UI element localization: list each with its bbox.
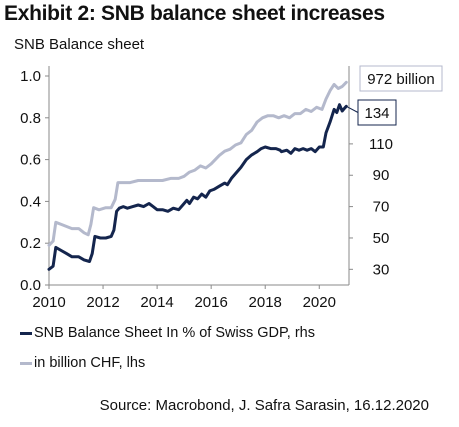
chart-title: SNB Balance sheet	[14, 36, 145, 53]
chart-series	[47, 80, 348, 271]
y-right-tick-label: 30	[373, 261, 390, 278]
legend-swatch-navy	[20, 331, 32, 335]
y-left-tick-label: 0.0	[20, 277, 41, 294]
legend-entry-chf: in billion CHF, lhs	[20, 355, 145, 371]
callout-label-chf: 972 billion	[367, 71, 435, 88]
y-right-tick-label: 70	[373, 199, 390, 216]
y-right-tick-label: 90	[373, 167, 390, 184]
x-tick-label: 2014	[140, 294, 173, 311]
x-tick-label: 2016	[194, 294, 227, 311]
chart-axes: 2010 2012 2014 2016 2018 2020 0.0 0.2 0.4 0.6 0.8 1…	[20, 66, 393, 311]
x-tick-label: 2012	[86, 294, 119, 311]
x-tick-label: 2018	[249, 294, 282, 311]
legend-swatch-light	[20, 361, 32, 365]
legend-label-gdp: SNB Balance Sheet In % of Swiss GDP, rhs	[34, 325, 316, 341]
y-left-tick-label: 0.8	[20, 110, 41, 127]
callout-label-gdp: 134	[364, 105, 389, 122]
y-left-tick-label: 1.0	[20, 68, 41, 85]
y-left-tick-label: 0.2	[20, 235, 41, 252]
x-tick-label: 2010	[32, 294, 65, 311]
source-note: Source: Macrobond, J. Safra Sarasin, 16.…	[99, 397, 429, 414]
legend-label-chf: in billion CHF, lhs	[34, 355, 146, 371]
exhibit-title: Exhibit 2: SNB balance sheet increases	[4, 2, 385, 25]
chart-callouts: 972 billion 134	[346, 65, 443, 126]
callout-leader-gdp	[346, 105, 359, 113]
series-line-chf-billion	[47, 80, 348, 247]
y-left-tick-label: 0.6	[20, 152, 41, 169]
y-left-tick-label: 0.4	[20, 193, 41, 210]
chart-canvas: 2010 2012 2014 2016 2018 2020 0.0 0.2 0.4 0.6 0.8 1…	[20, 65, 443, 311]
callout-box-gdp	[357, 99, 397, 126]
callout-box-chf	[359, 65, 443, 92]
y-right-tick-label: 110	[369, 136, 393, 153]
x-tick-label: 2020	[303, 294, 336, 311]
legend-entry-gdp: SNB Balance Sheet In % of Swiss GDP, rhs	[20, 325, 315, 341]
series-line-gdp-percent	[47, 103, 348, 271]
y-right-tick-label: 50	[373, 230, 390, 247]
